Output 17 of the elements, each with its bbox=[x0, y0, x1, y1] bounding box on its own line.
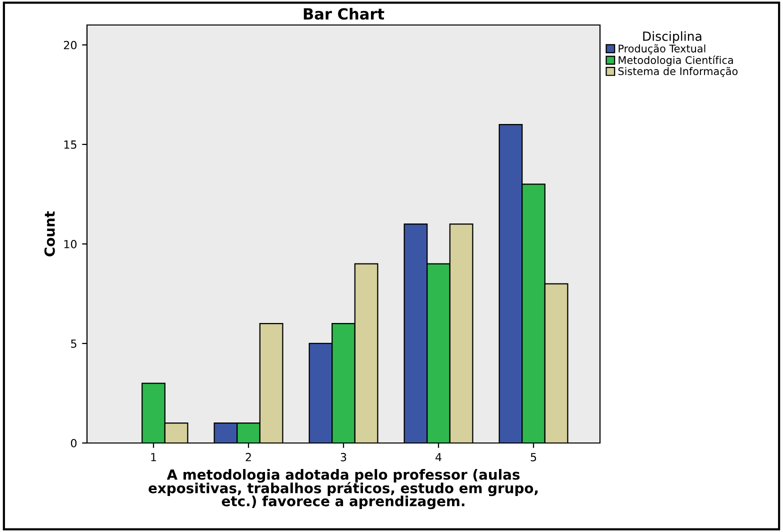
x-tick-label: 2 bbox=[246, 452, 251, 462]
y-tick-label: 15 bbox=[64, 140, 76, 149]
x-axis-title: A metodologia adotada pelo professor (aulas expositivas, trabalhos práticos, estudo em grupo, etc.) favorece a aprendizagem. bbox=[148, 469, 538, 510]
legend-label: Produção Textual bbox=[618, 44, 706, 54]
legend-label: Sistema de Informação bbox=[618, 66, 738, 78]
x-tick-label: 4 bbox=[436, 453, 442, 462]
legend-label: Metodologia Científica bbox=[618, 56, 733, 66]
y-axis-title: Count bbox=[44, 211, 55, 256]
x-tick-label: 3 bbox=[340, 452, 346, 462]
x-tick-label: 5 bbox=[530, 453, 536, 462]
y-tick-label: 0 bbox=[70, 438, 77, 448]
chart-title: Bar Chart bbox=[304, 8, 384, 20]
legend-title: Disciplina bbox=[643, 31, 702, 44]
y-tick-label: 10 bbox=[64, 240, 77, 248]
x-tick-label: 1 bbox=[151, 453, 156, 462]
y-tick-label: 5 bbox=[71, 340, 76, 348]
y-tick-label: 20 bbox=[64, 40, 77, 50]
